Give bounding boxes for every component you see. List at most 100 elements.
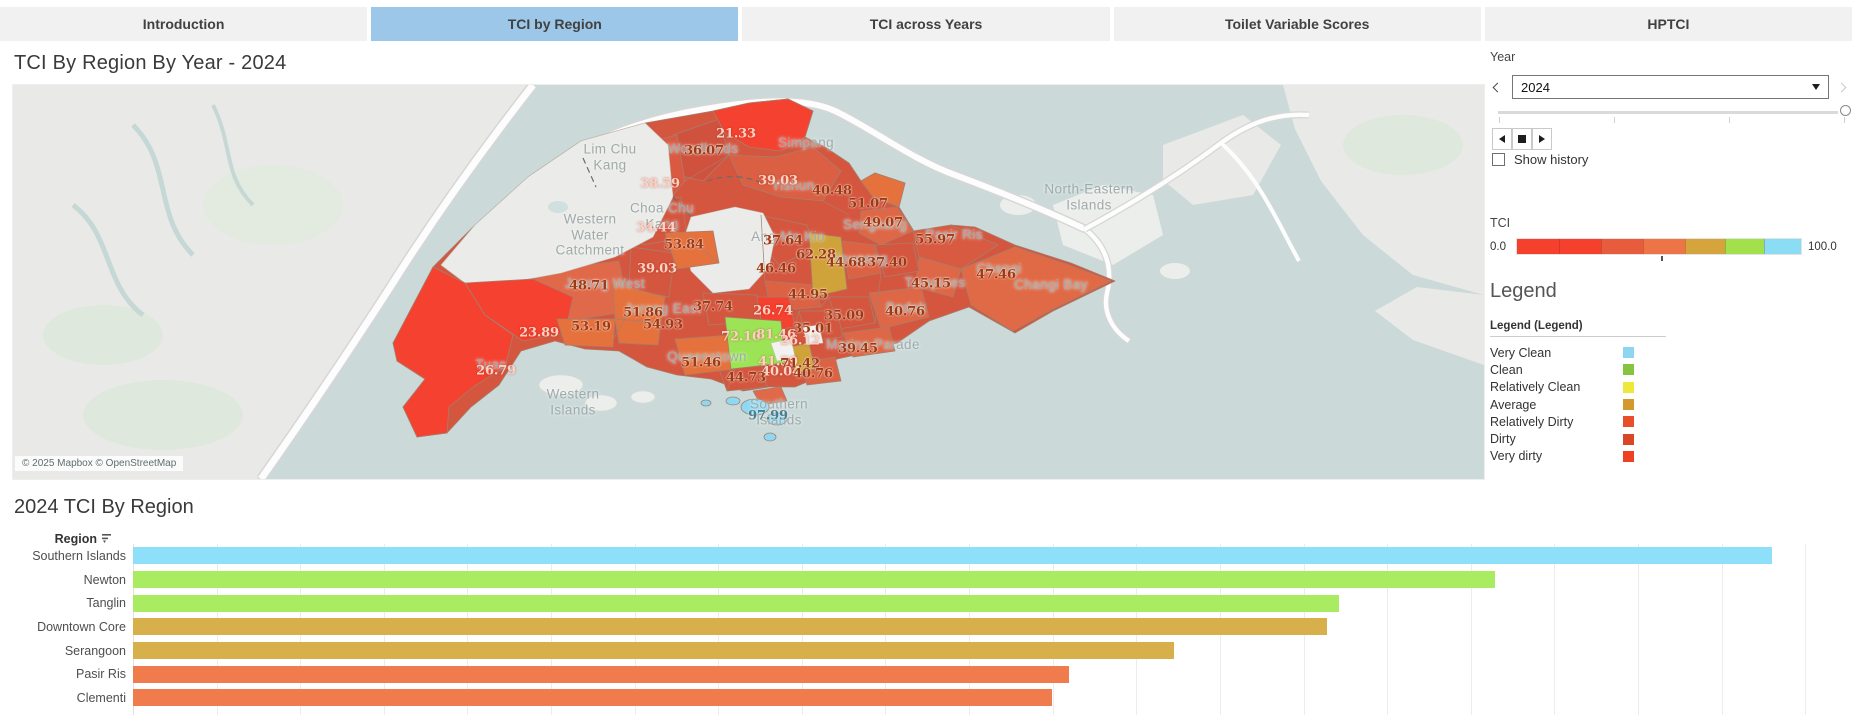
bar-track bbox=[133, 594, 1852, 612]
legend-swatch bbox=[1623, 450, 1634, 462]
legend-item[interactable]: Clean bbox=[1490, 361, 1690, 378]
legend-items: Very Clean Clean Relatively Clean Average Re… bbox=[1490, 344, 1690, 465]
legend-item[interactable]: Average bbox=[1490, 396, 1690, 413]
year-slider-track[interactable] bbox=[1498, 111, 1838, 114]
tab-introduction[interactable]: Introduction bbox=[0, 7, 368, 41]
table-row: Tanglin bbox=[0, 591, 1852, 615]
slider-tick bbox=[1499, 117, 1500, 123]
gradient-segment bbox=[1763, 239, 1802, 254]
playback-stop-button[interactable] bbox=[1512, 128, 1532, 150]
gradient-segment bbox=[1601, 239, 1643, 254]
bar-row-label: Pasir Ris bbox=[75, 667, 126, 682]
sort-icon[interactable] bbox=[101, 533, 112, 547]
legend-item[interactable]: Very Clean bbox=[1490, 344, 1690, 361]
gradient-segment bbox=[1517, 239, 1559, 254]
year-next-button[interactable] bbox=[1836, 75, 1849, 99]
show-history-label: Show history bbox=[1514, 152, 1589, 167]
playback-forward-button[interactable] bbox=[1532, 128, 1552, 150]
legend-item-label: Very dirty bbox=[1490, 449, 1543, 464]
bar-track bbox=[133, 571, 1852, 589]
step-forward-icon bbox=[1539, 135, 1545, 143]
bar-chart-column-header[interactable]: Region bbox=[0, 532, 112, 547]
legend-item-label: Average bbox=[1490, 397, 1537, 412]
legend-item-label: Relatively Dirty bbox=[1490, 414, 1574, 429]
tci-gradient-tick bbox=[1661, 256, 1663, 261]
legend-item[interactable]: Dirty bbox=[1490, 430, 1690, 447]
gridline bbox=[1554, 544, 1556, 715]
legend-item-label: Clean bbox=[1490, 362, 1523, 377]
bar[interactable] bbox=[133, 571, 1496, 589]
gradient-segment bbox=[1558, 239, 1602, 254]
chevron-left-icon bbox=[1492, 82, 1503, 92]
right-panel: Year 2024 Show history TCI 0.0 100.0 Leg… bbox=[1490, 48, 1852, 488]
bar[interactable] bbox=[133, 642, 1175, 660]
region-header-label: Region bbox=[54, 532, 97, 546]
legend-item[interactable]: Relatively Dirty bbox=[1490, 413, 1690, 430]
gridline bbox=[1387, 544, 1389, 715]
year-prev-button[interactable] bbox=[1490, 75, 1503, 99]
table-row: Downtown Core bbox=[0, 615, 1852, 639]
legend-swatch bbox=[1623, 347, 1634, 359]
dropdown-caret-icon bbox=[1812, 84, 1820, 90]
bar-row-label: Newton bbox=[83, 572, 126, 587]
table-row: Southern Islands bbox=[0, 544, 1852, 568]
map-title: TCI By Region By Year - 2024 bbox=[14, 52, 287, 74]
legend-item-label: Dirty bbox=[1490, 432, 1516, 447]
gridline bbox=[1805, 544, 1807, 715]
year-dropdown-value: 2024 bbox=[1521, 79, 1550, 95]
legend-swatch bbox=[1623, 381, 1634, 393]
year-slider-handle[interactable] bbox=[1840, 105, 1851, 116]
bar[interactable] bbox=[133, 594, 1339, 612]
legend-subtitle: Legend (Legend) bbox=[1490, 320, 1666, 337]
map-ne-islands bbox=[1000, 185, 1190, 279]
step-back-icon bbox=[1499, 135, 1505, 143]
slider-tick bbox=[1729, 117, 1730, 123]
tci-scale-label: TCI bbox=[1490, 216, 1511, 230]
tab-tci-across-years[interactable]: TCI across Years bbox=[742, 7, 1110, 41]
slider-tick bbox=[1844, 117, 1845, 123]
slider-tick bbox=[1614, 117, 1615, 123]
table-row: Pasir Ris bbox=[0, 662, 1852, 686]
show-history-checkbox[interactable] bbox=[1492, 153, 1505, 166]
singapore-map-svg bbox=[13, 85, 1484, 479]
bar[interactable] bbox=[133, 689, 1052, 707]
gradient-segment bbox=[1685, 239, 1726, 254]
map-landmass-west bbox=[13, 85, 533, 479]
gridline bbox=[1470, 544, 1472, 715]
table-row: Newton bbox=[0, 568, 1852, 592]
legend-item-label: Relatively Clean bbox=[1490, 380, 1581, 395]
gridline bbox=[1637, 544, 1639, 715]
table-row: Clementi bbox=[0, 686, 1852, 710]
map-regions[interactable] bbox=[392, 98, 1116, 442]
bar-chart-title: 2024 TCI By Region bbox=[14, 496, 194, 518]
legend-item[interactable]: Very dirty bbox=[1490, 448, 1690, 465]
legend-swatch bbox=[1623, 399, 1634, 411]
tab-hptci[interactable]: HPTCI bbox=[1484, 7, 1852, 41]
chevron-right-icon bbox=[1836, 82, 1847, 92]
year-dropdown[interactable]: 2024 bbox=[1512, 75, 1829, 99]
legend-swatch bbox=[1623, 416, 1634, 428]
bar[interactable] bbox=[133, 618, 1328, 636]
bar[interactable] bbox=[133, 665, 1069, 683]
bar-track bbox=[133, 547, 1852, 565]
tci-scale-max: 100.0 bbox=[1808, 241, 1837, 253]
bar-row-label: Southern Islands bbox=[32, 548, 126, 563]
bar[interactable] bbox=[133, 547, 1772, 565]
tab-bar: Introduction TCI by Region TCI across Year… bbox=[0, 7, 1852, 41]
gradient-segment bbox=[1642, 239, 1686, 254]
bar-row-label: Clementi bbox=[76, 690, 126, 705]
bar-row-label: Serangoon bbox=[64, 643, 126, 658]
choropleth-map[interactable]: Lim Chu Kang Western Water Catchment Choa … bbox=[12, 84, 1485, 480]
playback-back-button[interactable] bbox=[1492, 128, 1512, 150]
tab-toilet-variable-scores[interactable]: Toilet Variable Scores bbox=[1113, 7, 1481, 41]
tci-scale-min: 0.0 bbox=[1490, 241, 1506, 253]
year-filter-label: Year bbox=[1490, 50, 1516, 64]
tab-tci-by-region[interactable]: TCI by Region bbox=[371, 7, 739, 41]
bar-track bbox=[133, 642, 1852, 660]
legend-item[interactable]: Relatively Clean bbox=[1490, 379, 1690, 396]
legend-title: Legend bbox=[1490, 280, 1557, 302]
bar-row-label: Downtown Core bbox=[37, 619, 126, 634]
bar-row-label: Tanglin bbox=[86, 596, 126, 611]
stop-icon bbox=[1518, 135, 1526, 143]
bar-track bbox=[133, 618, 1852, 636]
